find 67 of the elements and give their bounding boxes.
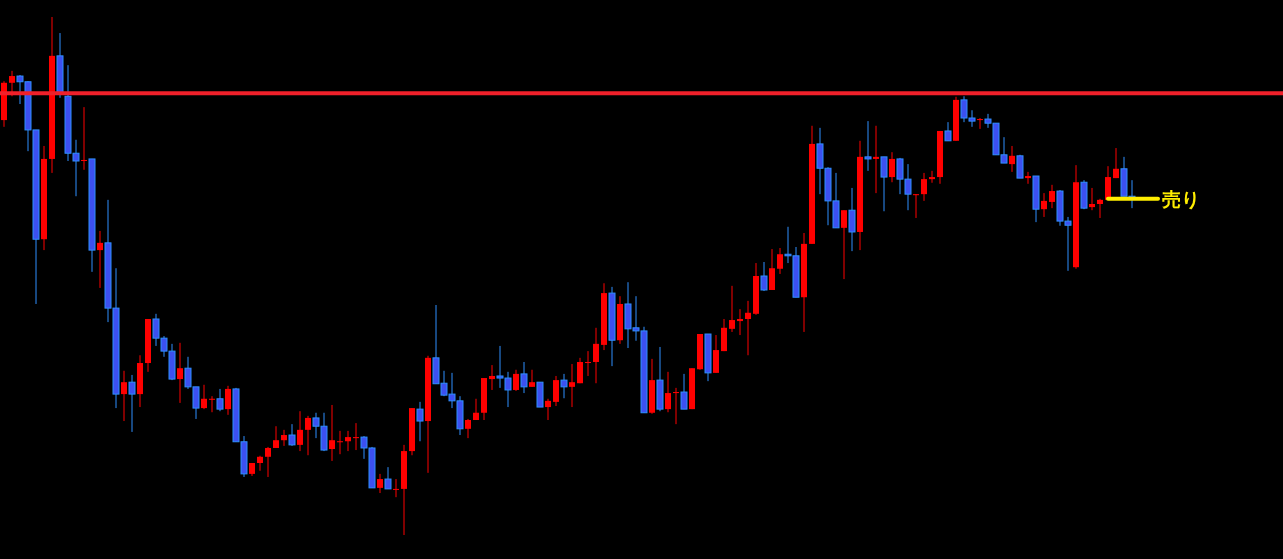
candlestick [81,106,87,171]
candlestick [545,398,551,421]
candlestick [848,187,856,252]
candlestick [209,395,215,413]
candlestick [337,430,343,455]
candlestick [680,373,688,410]
candlestick [121,370,127,422]
candlestick [593,327,599,384]
candlestick [273,425,279,449]
candlestick [377,473,383,494]
candlestick [889,151,895,183]
candlestick [305,415,311,456]
candlestick [1049,184,1055,209]
candlestick [465,418,471,439]
candlestick [864,120,872,172]
candlestick [745,300,751,356]
text: 売り [1162,187,1200,210]
candlestick [713,334,719,374]
candlestick [553,375,559,407]
candlestick [1025,171,1031,185]
candlestick [841,209,847,280]
candlestick [913,193,919,219]
candlestick [384,466,392,490]
candlestick [353,422,359,451]
candlestick [760,261,768,292]
candlestick [921,172,927,202]
candlestick [216,388,224,412]
candlestick [225,385,231,416]
candlestick [329,404,335,462]
candlestick [1089,187,1095,211]
candlestick [560,373,568,399]
candlestick [1041,192,1047,218]
candlestick [729,285,735,333]
candlestick [201,384,207,410]
candlestick [529,369,535,388]
candlestick [288,423,296,447]
candlestick [177,342,183,404]
candlestick [345,430,351,452]
candlestick [577,357,583,384]
candlestick [297,410,303,452]
candlestick [257,455,263,472]
candlestick [1097,198,1103,219]
candlestick [585,350,591,377]
candlestick [265,446,271,478]
candlestick [873,125,879,194]
candlestick [128,374,136,433]
candlestick [673,387,679,425]
candlestick [520,361,528,394]
candlestick [769,248,775,291]
candlestick [880,156,888,212]
candlestick [1113,147,1119,179]
candlestick [393,478,399,498]
candlestick [777,247,783,275]
candlestick [416,401,424,442]
candlestick [9,70,15,97]
candlestick [721,318,727,352]
candlestick [513,369,519,392]
candlestick [977,117,983,130]
candlestick [489,364,495,391]
candlestick [929,170,935,184]
candlestick [97,230,103,289]
candlestick [665,371,671,413]
candlestick [569,363,575,408]
candlestick [944,121,952,142]
candlestick [1009,145,1015,173]
candlestick [737,308,743,336]
candlestick [281,429,287,447]
